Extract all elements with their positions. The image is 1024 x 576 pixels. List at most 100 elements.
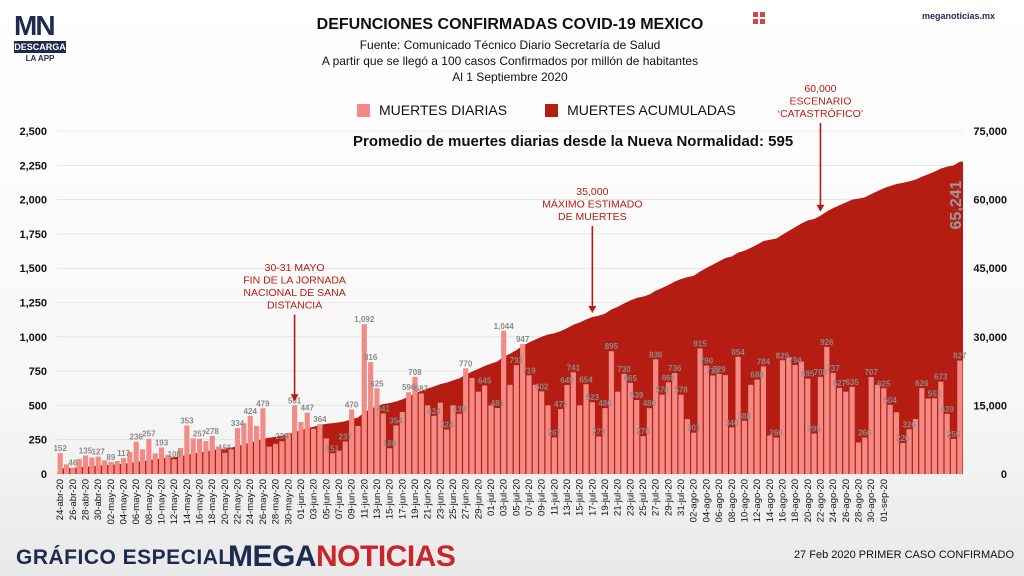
daily-data-label: 708 xyxy=(408,368,422,377)
daily-bar xyxy=(507,384,513,474)
daily-bar xyxy=(570,372,576,474)
daily-data-label: 737 xyxy=(826,364,840,373)
daily-bar xyxy=(177,447,184,474)
daily-bar xyxy=(520,344,526,474)
chart-subtitle: A partir que se llegó a 100 casos Confir… xyxy=(321,54,699,68)
daily-bar xyxy=(577,405,583,474)
daily-bar xyxy=(817,376,824,474)
daily-bar xyxy=(640,436,646,474)
daily-bar xyxy=(944,413,950,474)
x-axis-tick: 05-jul-20 xyxy=(511,479,522,516)
x-axis-tick: 02-ago-20 xyxy=(689,479,700,522)
daily-data-label: 926 xyxy=(820,338,834,347)
daily-data-label: 340 xyxy=(725,418,739,427)
daily-bar xyxy=(957,360,963,474)
daily-bar xyxy=(95,456,101,474)
x-axis-tick: 21-jun-20 xyxy=(423,479,434,519)
daily-bar xyxy=(475,391,481,474)
legend-cumulative-swatch xyxy=(545,103,559,117)
daily-bar xyxy=(215,446,222,474)
daily-data-label: 708 xyxy=(814,368,828,377)
x-axis-tick: 17-jun-20 xyxy=(397,479,408,519)
daily-bar xyxy=(425,405,431,474)
daily-data-label: 239 xyxy=(275,432,289,441)
daily-data-label: 151 xyxy=(326,444,340,453)
chart-source: Fuente: Comunicado Técnico Diario Secret… xyxy=(359,38,661,52)
daily-data-label: 257 xyxy=(193,430,207,439)
daily-data-label: 480 xyxy=(598,399,612,408)
daily-data-label: 719 xyxy=(522,366,536,375)
annotation-text: NACIONAL DE SANA xyxy=(243,287,345,299)
x-axis-tick: 21-jul-20 xyxy=(613,479,624,516)
daily-data-label: 645 xyxy=(478,377,492,386)
daily-bar xyxy=(602,408,608,474)
daily-data-label: 256 xyxy=(947,430,961,439)
daily-bar xyxy=(722,375,728,474)
x-axis-tick: 13-jun-20 xyxy=(372,479,383,519)
daily-data-label: 836 xyxy=(649,350,663,359)
daily-bar xyxy=(539,391,545,474)
daily-bar xyxy=(393,425,399,474)
daily-bar xyxy=(412,376,418,474)
daily-bar xyxy=(361,324,367,474)
left-axis-tick: 2,000 xyxy=(19,195,47,207)
daily-data-label: 729 xyxy=(712,365,726,374)
footer-brand-mega: MEGA xyxy=(228,540,317,573)
daily-data-label: 829 xyxy=(776,351,790,360)
daily-bar xyxy=(374,388,380,474)
daily-data-label: 730 xyxy=(617,365,631,374)
daily-bar xyxy=(222,452,228,474)
chart-legend: MUERTES DIARIAS MUERTES ACUMULADAS xyxy=(357,102,774,118)
x-axis-tick: 26-ago-20 xyxy=(841,479,852,522)
daily-bar xyxy=(843,391,849,474)
x-axis-tick: 14-may-20 xyxy=(182,479,193,524)
x-axis-tick: 04-ago-20 xyxy=(701,479,712,522)
daily-data-label: 481 xyxy=(491,399,505,408)
x-axis-tick: 03-jun-20 xyxy=(309,479,320,519)
daily-bar xyxy=(450,405,456,474)
daily-bar xyxy=(70,467,76,474)
right-axis-tick: 0 xyxy=(1001,469,1007,481)
footer-first-case: 27 Feb 2020 PRIMER CASO CONFIRMADO xyxy=(793,549,1014,561)
chart-title: DEFUNCIONES CONFIRMADAS COVID-19 MEXICO xyxy=(316,16,704,33)
annotation-text: DISTANCIA xyxy=(267,300,322,312)
x-axis-tick: 12-may-20 xyxy=(169,479,180,524)
daily-bar xyxy=(82,455,89,474)
daily-bar xyxy=(798,361,805,474)
legend-daily: MUERTES DIARIAS xyxy=(357,102,507,118)
left-axis-tick: 250 xyxy=(29,435,47,447)
logo-download-label: DESCARGA xyxy=(14,41,66,53)
daily-bar xyxy=(773,437,779,474)
daily-bar xyxy=(184,425,190,474)
daily-bar xyxy=(133,441,139,474)
daily-bar xyxy=(260,408,266,474)
daily-bar xyxy=(697,348,703,474)
annotation-text: MÁXIMO ESTIMADO xyxy=(542,198,642,211)
daily-bar xyxy=(330,453,336,474)
chart-header: DEFUNCIONES CONFIRMADAS COVID-19 MEXICO … xyxy=(250,16,770,85)
daily-bar xyxy=(501,330,507,474)
daily-bar xyxy=(114,460,120,474)
daily-bar xyxy=(304,412,310,474)
x-axis-tick: 19-jul-20 xyxy=(600,479,611,516)
daily-bar xyxy=(729,427,735,474)
x-axis-tick: 31-jul-20 xyxy=(676,479,687,516)
daily-bar xyxy=(564,384,570,474)
daily-data-label: 188 xyxy=(383,439,397,448)
daily-bar xyxy=(703,365,709,474)
daily-bar xyxy=(615,391,621,474)
daily-data-label: 827 xyxy=(953,352,967,361)
daily-data-label: 273 xyxy=(592,428,606,437)
daily-bar xyxy=(203,441,209,474)
site-url: meganoticias.mx xyxy=(922,11,996,21)
x-axis-tick: 06-may-20 xyxy=(131,479,142,524)
daily-bar xyxy=(513,365,519,474)
daily-data-label: 267 xyxy=(548,428,562,437)
daily-bar xyxy=(754,379,760,474)
daily-bar xyxy=(146,438,152,474)
average-daily-deaths: Promedio de muertes diarias desde la Nue… xyxy=(353,133,794,150)
right-axis-tick: 75,000 xyxy=(973,126,1007,138)
x-axis-tick: 07-jun-20 xyxy=(334,479,345,519)
x-axis-tick: 15-jun-20 xyxy=(385,479,396,519)
x-axis-tick: 01-jul-20 xyxy=(486,479,497,516)
